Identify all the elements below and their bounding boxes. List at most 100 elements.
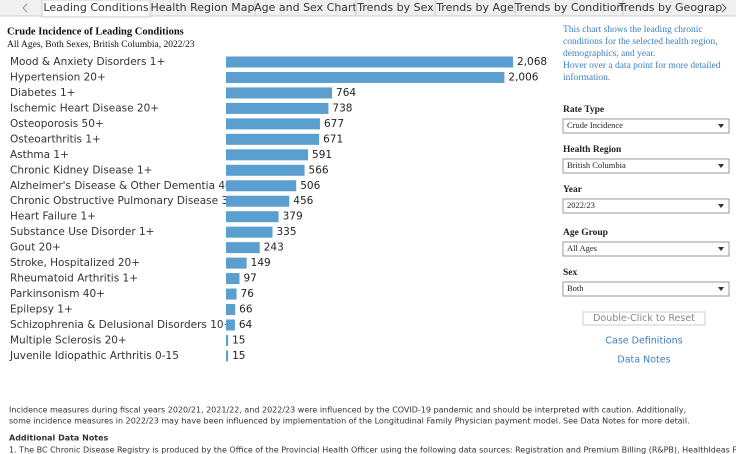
bar[interactable] [226,102,329,114]
dropdown-arrow[interactable] [718,204,724,208]
tab-scroll-right[interactable] [721,3,727,13]
bar[interactable] [226,133,320,145]
tab[interactable]: Leading Conditions [43,1,148,14]
category-label: Schizophrenia & Delusional Disorders 10+ [10,319,232,331]
control-label: Rate Type [563,105,604,115]
control-label: Age Group [563,228,608,238]
bar[interactable] [226,164,305,176]
dropdown-arrow[interactable] [718,124,724,128]
category-label: Chronic Obstructive Pulmonary Disease 35… [10,195,244,207]
category-label: Epilepsy 1+ [10,304,73,316]
control-label: Sex [563,268,578,278]
bar[interactable] [226,257,247,269]
link[interactable]: Data Notes [617,355,670,366]
category-label: Multiple Sclerosis 20+ [10,334,127,346]
dropdown-arrow[interactable] [718,287,724,291]
value-label: 15 [232,350,245,362]
category-label: Juvenile Idiopathic Arthritis 0-15 [9,350,179,362]
control-label: Health Region [563,145,622,155]
value-label: 566 [309,164,329,176]
dropdown-arrow[interactable] [718,164,724,168]
value-label: 64 [239,319,253,331]
value-label: 456 [293,195,313,207]
value-label: 76 [241,288,255,300]
bar[interactable] [226,149,309,161]
category-label: Rheumatoid Arthritis 1+ [10,273,138,285]
category-label: Mood & Anxiety Disorders 1+ [10,56,165,68]
bar[interactable] [226,180,297,192]
category-label: Asthma 1+ [10,149,69,161]
value-label: 379 [283,211,303,223]
dropdown-value[interactable]: 2022/23 [567,200,595,210]
bar[interactable] [226,350,229,362]
value-label: 243 [264,242,284,254]
dropdown-arrow[interactable] [718,247,724,251]
dropdown[interactable] [562,281,730,297]
note-line: Incidence measures during fiscal years 2… [9,406,686,415]
category-label: Osteoarthritis 1+ [10,133,101,145]
additional-note: 1. The BC Chronic Disease Registry is pr… [9,446,736,454]
value-label: 97 [243,273,256,285]
value-label: 2,068 [517,56,547,68]
dropdown-value[interactable]: Crude Incidence [567,120,623,130]
dropdown[interactable] [562,158,730,174]
bar[interactable] [226,118,320,130]
tab[interactable]: Trends by Geograp [618,1,723,14]
bar[interactable] [226,211,279,223]
bar[interactable] [226,273,240,285]
category-label: Ischemic Heart Disease 20+ [10,102,159,114]
bar[interactable] [226,226,273,238]
dropdown-value[interactable]: All Ages [567,243,597,253]
reset-button[interactable] [582,311,706,326]
bar[interactable] [226,87,333,99]
bar[interactable] [226,56,513,68]
value-label: 15 [232,334,245,346]
bar[interactable] [226,288,237,300]
category-label: Chronic Kidney Disease 1+ [10,164,152,176]
tab[interactable]: Trends by Sex [356,1,434,14]
dropdown[interactable] [562,118,730,134]
control-label: Year [563,185,583,195]
additional-notes-title: Additional Data Notes [9,434,109,443]
value-label: 335 [276,226,296,238]
tab-scroll-left[interactable] [22,3,28,13]
description-line: conditions for the selected health regio… [563,36,718,47]
tab[interactable]: Trends by Condition [514,1,624,14]
category-label: Alzheimer's Disease & Other Dementia 40+ [10,180,241,192]
value-label: 764 [336,87,356,99]
value-label: 738 [332,102,352,114]
bar[interactable] [226,304,236,316]
dropdown-value[interactable]: Both [567,283,584,293]
description-line: information. [563,72,610,83]
dropdown-value[interactable]: British Columbia [567,160,626,170]
dropdown[interactable] [562,198,730,214]
description-line: demographics, and year. [563,49,655,59]
dropdown[interactable] [562,241,730,257]
category-label: Gout 20+ [10,242,61,254]
value-label: 671 [323,133,343,145]
reset-button-label[interactable]: Double-Click to Reset [593,313,695,324]
category-label: Stroke, Hospitalized 20+ [10,257,140,269]
note-line: some incidence measures in 2022/23 may h… [9,417,690,426]
value-label: 506 [300,180,320,192]
tab[interactable]: Health Region Map [151,1,255,14]
value-label: 591 [312,149,332,161]
category-label: Hypertension 20+ [10,71,106,83]
tab-bar [0,0,736,16]
chart-subtitle: All Ages, Both Sexes, British Columbia, … [7,40,195,50]
bar[interactable] [226,319,235,331]
bar[interactable] [226,334,229,346]
value-label: 2,006 [508,71,538,83]
category-label: Substance Use Disorder 1+ [10,226,154,238]
tab[interactable]: Trends by Age [435,1,514,14]
bar[interactable] [226,195,290,207]
bar[interactable] [226,71,505,83]
category-label: Osteoporosis 50+ [10,118,104,130]
link[interactable]: Case Definitions [605,336,682,347]
category-label: Heart Failure 1+ [10,211,96,223]
value-label: 66 [239,304,253,316]
bar[interactable] [226,242,260,254]
tab[interactable]: Age and Sex Chart [254,1,357,14]
description-line: Hover over a data point for more detaile… [563,60,721,71]
